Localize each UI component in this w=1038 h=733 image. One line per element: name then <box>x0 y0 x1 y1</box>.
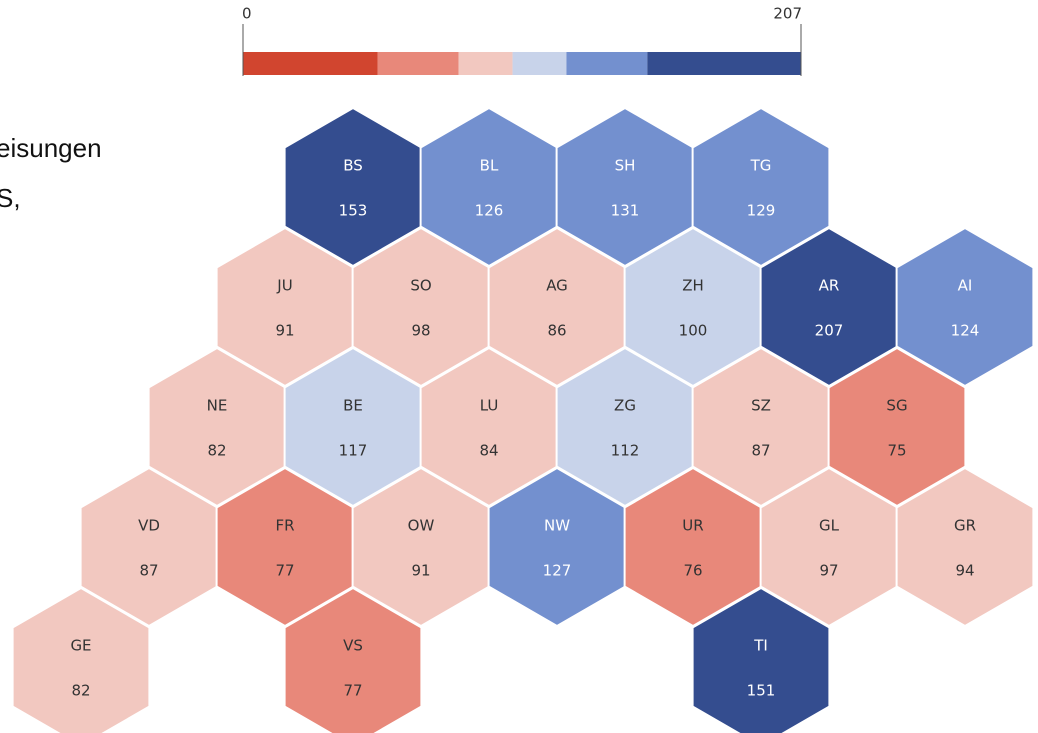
hex-code: GR <box>954 517 976 535</box>
hex-tile <box>11 586 151 733</box>
hex-code: OW <box>408 517 435 535</box>
legend-segment <box>377 52 459 75</box>
legend-segment <box>512 52 567 75</box>
hex-code: JU <box>276 277 292 295</box>
hex-code: AG <box>546 277 568 295</box>
legend-segment <box>566 52 648 75</box>
hex-tile <box>827 346 967 508</box>
hex-code: ZG <box>614 397 636 415</box>
hex-code: GL <box>819 517 840 535</box>
hex-value: 112 <box>611 442 640 460</box>
hex-code: BE <box>343 397 363 415</box>
hex-tile <box>283 586 423 733</box>
hex-value: 86 <box>547 322 566 340</box>
hex-code: TG <box>750 157 772 175</box>
hex-value: 100 <box>679 322 708 340</box>
hex-code: AI <box>958 277 973 295</box>
hex-code: AR <box>819 277 840 295</box>
hex-code: FR <box>275 517 294 535</box>
hex-code: GE <box>70 637 91 655</box>
title-line: S, <box>0 183 21 213</box>
hex-value: 127 <box>543 562 572 580</box>
hex-tile <box>895 466 1035 628</box>
hex-code: BS <box>343 157 363 175</box>
hex-code: VS <box>343 637 363 655</box>
hex-value: 84 <box>479 442 498 460</box>
hex-tile <box>895 226 1035 388</box>
hex-value: 126 <box>475 202 504 220</box>
hex-value: 94 <box>955 562 974 580</box>
title-line: eisungen <box>0 133 102 163</box>
legend-tick-label: 0 <box>242 5 252 23</box>
hex-value: 77 <box>275 562 294 580</box>
hex-value: 91 <box>411 562 430 580</box>
hex-value: 97 <box>819 562 838 580</box>
legend-tick-label: 207 <box>773 5 802 23</box>
legend-segment <box>458 52 513 75</box>
hex-value: 91 <box>275 322 294 340</box>
hex-code: NW <box>544 517 570 535</box>
hex-code: NE <box>207 397 228 415</box>
hex-code: LU <box>480 397 499 415</box>
hex-value: 131 <box>611 202 640 220</box>
hex-code: SZ <box>751 397 771 415</box>
hex-value: 98 <box>411 322 430 340</box>
legend-segment <box>243 52 378 75</box>
hex-code: VD <box>138 517 160 535</box>
hex-value: 82 <box>71 682 90 700</box>
hex-value: 77 <box>343 682 362 700</box>
hex-value: 76 <box>683 562 702 580</box>
hex-value: 129 <box>747 202 776 220</box>
hex-code: BL <box>480 157 499 175</box>
hex-code: SO <box>410 277 431 295</box>
hex-value: 117 <box>339 442 368 460</box>
hex-value: 75 <box>887 442 906 460</box>
hex-code: SH <box>615 157 636 175</box>
hex-code: ZH <box>682 277 704 295</box>
hex-tile <box>691 586 831 733</box>
legend-segment <box>647 52 801 75</box>
hex-code: UR <box>682 517 703 535</box>
hex-value: 124 <box>951 322 980 340</box>
hex-value: 87 <box>139 562 158 580</box>
hex-value: 151 <box>747 682 776 700</box>
hex-value: 87 <box>751 442 770 460</box>
hex-code: SG <box>886 397 907 415</box>
hex-code: TI <box>753 637 768 655</box>
hex-value: 82 <box>207 442 226 460</box>
hex-value: 207 <box>815 322 844 340</box>
hex-tile <box>691 106 831 268</box>
hex-value: 153 <box>339 202 368 220</box>
